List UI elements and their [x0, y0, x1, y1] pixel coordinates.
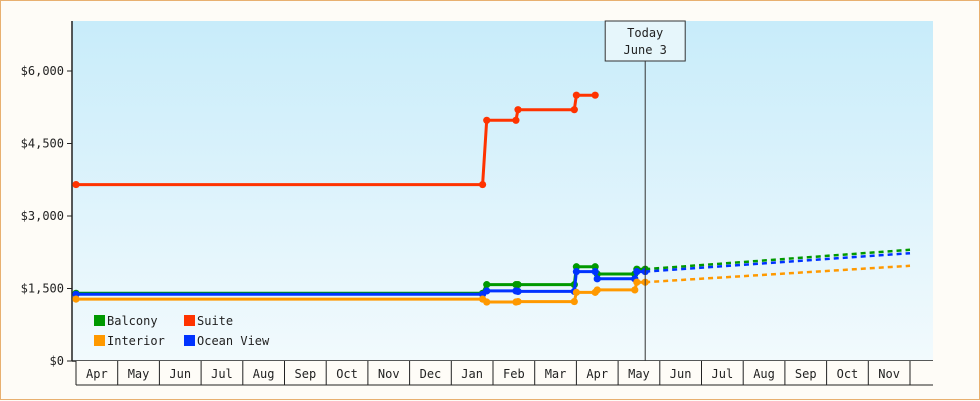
data-point	[572, 91, 581, 99]
legend-label: Balcony	[107, 314, 158, 328]
x-tick-label: Dec	[420, 367, 442, 381]
data-point	[572, 267, 581, 276]
data-point	[572, 288, 581, 296]
x-axis-band	[76, 361, 933, 385]
today-label: Today	[627, 26, 663, 40]
legend-swatch	[94, 315, 105, 326]
data-point	[593, 275, 601, 283]
data-point	[570, 106, 578, 114]
y-tick-label: $6,000	[21, 64, 64, 78]
legend: Balcony Suite Interior Ocean View	[94, 314, 270, 348]
data-point	[72, 180, 80, 189]
x-tick-label: May	[628, 367, 650, 381]
x-tick-label: Sep	[295, 367, 317, 381]
data-point	[512, 116, 520, 124]
x-tick-label: Aug	[253, 367, 275, 381]
data-point	[633, 278, 641, 286]
data-point	[72, 295, 80, 303]
y-axis: $0 $1,500 $3,000 $4,500 $6,000	[21, 21, 73, 368]
today-callout-box	[604, 20, 686, 62]
today-date: June 3	[624, 43, 667, 57]
x-tick-label: Jul	[712, 367, 734, 381]
y-tick-label: $4,500	[21, 137, 64, 151]
x-tick-label: Apr	[586, 367, 608, 381]
x-tick-label: Apr	[86, 367, 108, 381]
data-point	[483, 281, 491, 289]
x-tick-label: Jul	[211, 367, 233, 381]
legend-swatch	[94, 335, 105, 346]
x-tick-label: Oct	[837, 367, 859, 381]
plot-background	[72, 21, 933, 361]
data-point	[514, 106, 522, 114]
data-point	[570, 297, 578, 306]
series-lines	[72, 91, 911, 306]
x-tick-label: Aug	[753, 367, 775, 381]
x-tick-label: May	[128, 367, 150, 381]
legend-swatch	[184, 315, 195, 326]
data-point	[633, 267, 641, 276]
data-point	[514, 281, 522, 289]
data-point	[593, 286, 601, 294]
legend-label: Ocean View	[197, 334, 270, 348]
data-point	[483, 287, 491, 295]
data-point	[483, 116, 491, 124]
legend-label: Suite	[197, 314, 233, 328]
data-point	[483, 298, 491, 306]
x-tick-label: Jun	[169, 367, 191, 381]
legend-swatch	[184, 335, 195, 346]
data-point	[591, 267, 599, 276]
data-point	[514, 297, 522, 306]
x-tick-label: Mar	[545, 367, 567, 381]
y-tick-label: $3,000	[21, 209, 64, 223]
x-tick-label: Jun	[670, 367, 692, 381]
legend-label: Interior	[107, 334, 165, 348]
data-point	[514, 287, 522, 295]
x-tick-label: Jan	[461, 367, 483, 381]
data-point	[631, 286, 639, 294]
x-tick-label: Nov	[878, 367, 900, 381]
x-tick-label: Nov	[378, 367, 400, 381]
data-point	[591, 91, 599, 99]
x-axis: Apr May Jun Jul Aug Sep Oct Nov Dec Jan Feb Mar Apr M…	[72, 360, 933, 386]
y-tick-label: $0	[50, 354, 64, 368]
y-tick-label: $1,500	[21, 282, 64, 296]
x-tick-label: Oct	[336, 367, 358, 381]
x-tick-label: Sep	[795, 367, 817, 381]
data-point	[478, 180, 487, 189]
x-tick-label: Feb	[503, 367, 525, 381]
today-marker: Today June 3	[604, 20, 686, 361]
